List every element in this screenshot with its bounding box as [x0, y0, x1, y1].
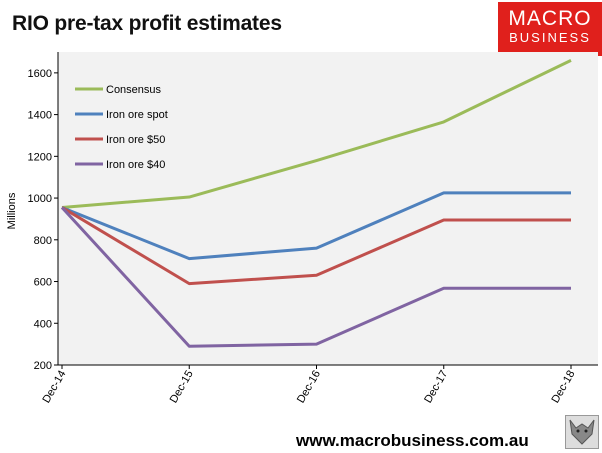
legend-label: Iron ore $40: [106, 159, 165, 171]
series-line-consensus: [61, 58, 572, 209]
y-axis-label: Millions: [6, 192, 18, 229]
y-tick-label: 1200: [28, 151, 52, 163]
legend: Consensus Iron ore spot Iron ore $50 Iron o…: [75, 84, 168, 171]
wolf-logo-icon: [565, 415, 599, 449]
series-line-iron-ore-40: [60, 206, 571, 348]
legend-label: Iron ore $50: [106, 134, 165, 146]
series-lines: [60, 58, 572, 348]
y-tick-label: 1600: [28, 68, 52, 80]
y-tick-label: 200: [34, 360, 52, 372]
x-axis: Dec-14 Dec-15 Dec-16 Dec-17 Dec-18: [40, 364, 598, 406]
logo-line-1: MACRO: [508, 7, 592, 30]
footer-url: www.macrobusiness.com.au: [296, 431, 529, 450]
chart-title: RIO pre-tax profit estimates: [12, 12, 282, 35]
x-tick-label: Dec-18: [549, 369, 577, 406]
x-tick-label: Dec-16: [295, 369, 323, 406]
x-tick-label: Dec-14: [40, 369, 68, 406]
y-tick-label: 600: [34, 277, 52, 289]
y-tick-label: 400: [34, 318, 52, 330]
x-tick-label: Dec-17: [422, 369, 450, 406]
logo-line-2: BUSINESS: [509, 30, 591, 45]
y-tick-label: 800: [34, 235, 52, 247]
legend-label: Consensus: [106, 84, 162, 96]
y-axis: 200 400 600 800 1000 1200 1400 1600: [28, 52, 59, 372]
x-tick-label: Dec-15: [168, 369, 196, 406]
macrobusiness-logo: MACRO BUSINESS: [498, 2, 602, 56]
legend-label: Iron ore spot: [106, 109, 168, 121]
series-line-iron-ore-spot: [61, 191, 571, 261]
y-tick-label: 1400: [28, 110, 52, 122]
y-tick-label: 1000: [28, 193, 52, 205]
plot-area: [58, 52, 598, 365]
series-line-iron-ore-50: [61, 206, 571, 286]
